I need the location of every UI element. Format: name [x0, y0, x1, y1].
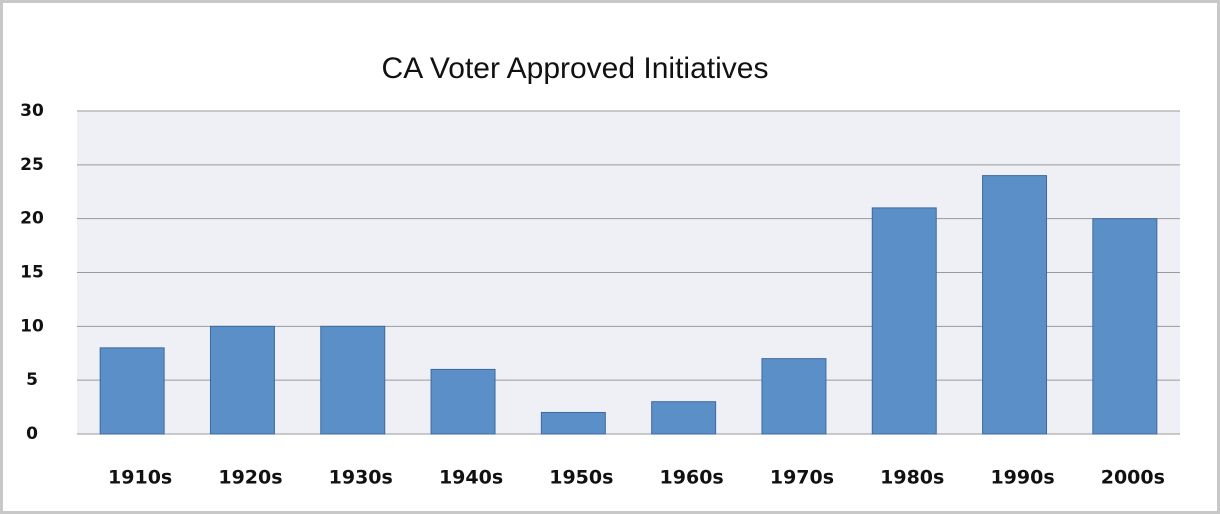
bar	[209, 325, 275, 435]
bar	[540, 411, 606, 435]
y-tick-label: 30	[20, 101, 44, 121]
x-tick-label: 1940s	[439, 467, 503, 489]
chart-title: CA Voter Approved Initiatives	[382, 52, 769, 85]
bar	[1092, 218, 1158, 435]
bar	[871, 207, 937, 435]
bar	[761, 358, 827, 435]
x-tick-label: 1930s	[329, 467, 393, 489]
y-tick-label: 10	[20, 316, 44, 336]
x-tick-label: 1970s	[770, 467, 834, 489]
y-tick-label: 5	[26, 370, 38, 390]
bar	[99, 347, 165, 435]
x-tick-label: 1960s	[660, 467, 724, 489]
x-tick-label: 1910s	[108, 467, 172, 489]
bar	[430, 368, 496, 435]
x-tick-label: 1990s	[990, 467, 1054, 489]
bar	[982, 175, 1048, 435]
bar	[651, 401, 717, 435]
y-tick-label: 15	[20, 263, 44, 283]
y-tick-label: 25	[20, 155, 44, 175]
x-tick-label: 1920s	[218, 467, 282, 489]
x-tick-label: 2000s	[1101, 467, 1165, 489]
y-tick-label: 20	[20, 209, 44, 229]
y-tick-label: 0	[26, 424, 38, 444]
bar	[320, 325, 386, 435]
x-tick-label: 1980s	[880, 467, 944, 489]
x-tick-label: 1950s	[549, 467, 613, 489]
